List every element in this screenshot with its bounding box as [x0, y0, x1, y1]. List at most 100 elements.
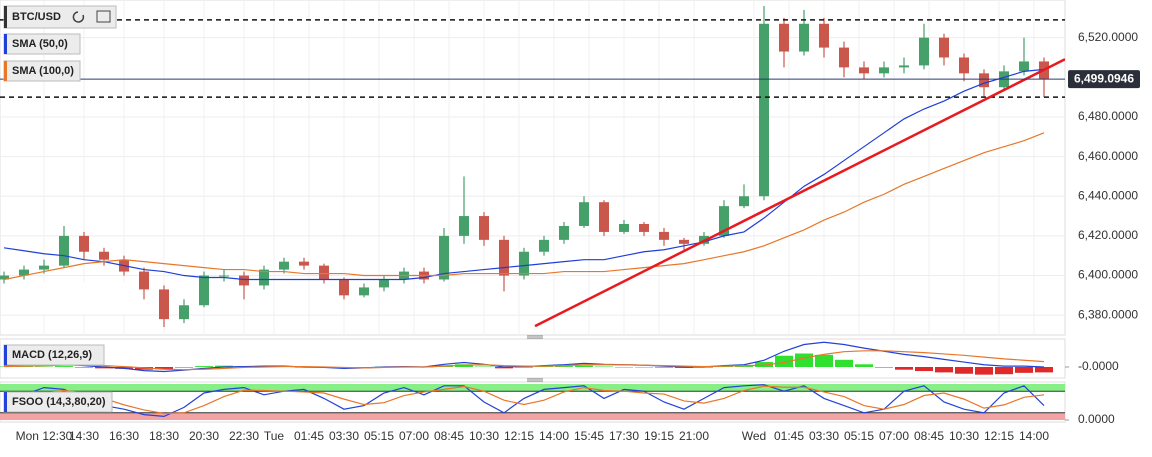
histogram-bar [735, 366, 753, 367]
candle-body [219, 275, 229, 277]
candle-body [459, 216, 469, 236]
candle-body [939, 37, 949, 58]
candle-body [839, 47, 849, 68]
indicator-legend[interactable]: SMA (50,0) [3, 33, 81, 55]
x-tick-label: 12:15 [984, 429, 1014, 443]
y-tick-label: 6,380.0000 [1078, 307, 1138, 321]
candle-body [259, 269, 269, 286]
legend-swatch [4, 392, 7, 412]
resize-handle[interactable] [527, 378, 543, 382]
candle-body [759, 23, 769, 197]
indicator-line [3, 384, 1045, 418]
indicator-line [3, 68, 1045, 281]
candle-body [39, 265, 49, 270]
x-tick-label: 18:30 [149, 429, 179, 443]
x-tick-label: 19:15 [644, 429, 674, 443]
histogram-bar [475, 366, 493, 368]
band [0, 384, 1065, 392]
resize-handle[interactable] [527, 335, 543, 339]
candle-body [779, 23, 789, 52]
main-panel [0, 0, 1066, 336]
x-tick-label: 14:30 [69, 429, 99, 443]
candle-body [819, 23, 829, 48]
histogram-bar [515, 367, 533, 368]
indicator-legend[interactable]: MACD (12,26,9) [3, 344, 105, 366]
candle-body [919, 37, 929, 66]
candle-body [639, 223, 649, 232]
indicator-line [3, 350, 1045, 371]
legend-label: SMA (50,0) [12, 38, 68, 50]
indicator-legend[interactable]: FSOO (14,3,80,20) [3, 391, 113, 413]
candle-body [79, 235, 89, 252]
x-tick-label: Tue [264, 429, 285, 443]
y-tick-label: 6,460.0000 [1078, 149, 1138, 163]
histogram-bar [855, 364, 873, 367]
x-tick-label: 15:45 [574, 429, 604, 443]
legend-swatch [4, 34, 7, 54]
trend-line [534, 58, 1065, 328]
x-tick-label: 01:45 [774, 429, 804, 443]
histogram-bar [755, 362, 773, 367]
candle-body [439, 235, 449, 280]
y-tick-label: 6,400.0000 [1078, 268, 1138, 282]
histogram-bar [775, 355, 793, 367]
x-tick-label: Wed [742, 429, 766, 443]
symbol-legend[interactable]: BTC/USD [3, 5, 117, 29]
histogram-bar [155, 367, 173, 370]
candle-body [379, 279, 389, 288]
indicator-line [3, 132, 1045, 281]
candle-body [799, 23, 809, 52]
x-tick-label: 10:30 [469, 429, 499, 443]
histogram-bar [975, 367, 993, 375]
last-price-label: 6,499.0946 [1074, 71, 1134, 85]
candle-body [979, 73, 989, 88]
candle-body [879, 67, 889, 74]
x-tick-label: 01:45 [294, 429, 324, 443]
histogram-bar [555, 366, 573, 367]
candle-body [139, 271, 149, 290]
y-tick-label: 6,480.0000 [1078, 109, 1138, 123]
y-tick-label: 0.0000 [1078, 412, 1115, 426]
candle-body [619, 223, 629, 232]
x-tick-label: 22:30 [229, 429, 259, 443]
candle-body [99, 251, 109, 260]
x-tick-label: 03:30 [329, 429, 359, 443]
histogram-bar [75, 367, 93, 368]
histogram-bar [935, 367, 953, 373]
histogram-bar [175, 367, 193, 368]
histogram-bar [215, 365, 233, 367]
candle-body [239, 275, 249, 286]
legend-label: FSOO (14,3,80,20) [12, 396, 106, 408]
candle-body [279, 261, 289, 270]
last-price-box [1068, 70, 1140, 89]
candle-body [859, 67, 869, 74]
histogram-bar [495, 367, 513, 369]
histogram-bar [15, 366, 33, 368]
candle-body [599, 202, 609, 232]
histogram-bar [715, 366, 733, 368]
histogram-bar [355, 367, 373, 368]
histogram-bar [195, 366, 213, 367]
candle-body [659, 231, 669, 240]
histogram-bar [575, 365, 593, 367]
candle-body [159, 289, 169, 320]
candle-body [559, 225, 569, 240]
histogram-bar [835, 359, 853, 367]
histogram-bar [815, 354, 833, 367]
x-tick-label: 08:45 [914, 429, 944, 443]
indicator-legend[interactable]: SMA (100,0) [3, 60, 81, 82]
x-tick-label: 17:30 [609, 429, 639, 443]
x-tick-label: 12:15 [504, 429, 534, 443]
x-tick-label: 14:00 [539, 429, 569, 443]
histogram-bar [1015, 367, 1033, 373]
x-tick-label: 07:00 [399, 429, 429, 443]
x-tick-label: Mon 12:30 [16, 429, 73, 443]
band [0, 412, 1065, 420]
candle-body [579, 202, 589, 226]
x-tick-label: 21:00 [679, 429, 709, 443]
x-tick-label: 07:00 [879, 429, 909, 443]
histogram-bar [35, 366, 53, 368]
candle-body [319, 265, 329, 280]
y-tick-label: 6,420.0000 [1078, 228, 1138, 242]
